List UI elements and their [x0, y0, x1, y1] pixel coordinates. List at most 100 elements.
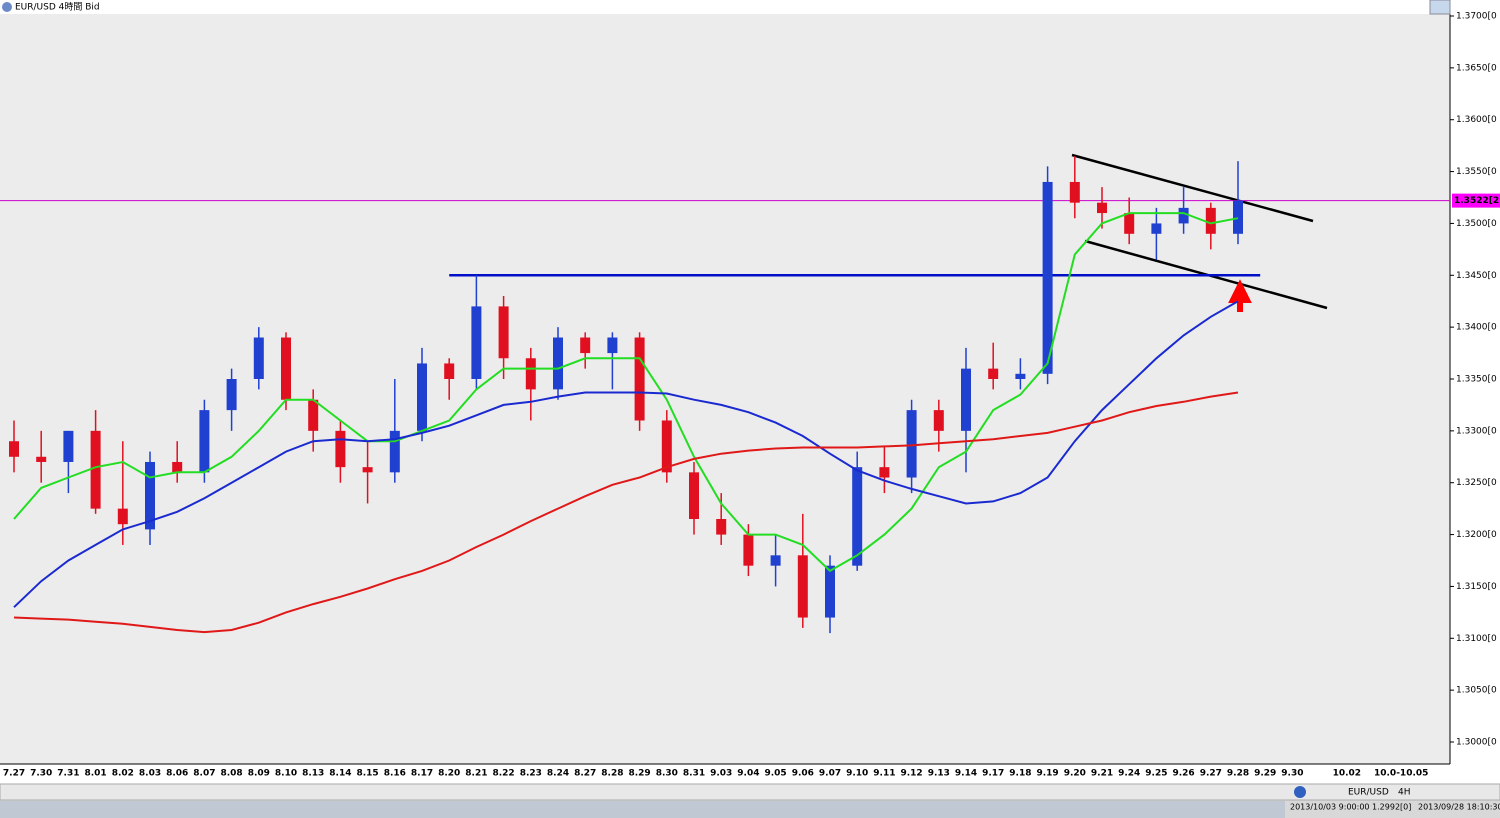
symbol-icon[interactable]	[1294, 786, 1306, 798]
candle-body	[1151, 223, 1162, 234]
current-price-box	[1452, 193, 1500, 208]
candle-body	[933, 410, 944, 431]
candle-body	[90, 430, 101, 509]
y-tick-label: 1.3650[0	[1456, 63, 1497, 73]
candle-body	[335, 430, 346, 468]
chart-title: EUR/USD 4時間 Bid	[15, 2, 100, 13]
current-price-label: 1.3522[2	[1454, 196, 1499, 206]
x-tick-label: 8.24	[547, 769, 569, 779]
x-tick-label: 7.31	[57, 769, 79, 779]
candle-body	[580, 337, 591, 354]
candle-body	[498, 306, 509, 359]
candle-body	[172, 461, 183, 473]
x-tick-label: 9.27	[1200, 769, 1222, 779]
candle-body	[1178, 207, 1189, 224]
y-tick-label: 1.3250[0	[1456, 478, 1497, 488]
x-tick-label: 9.11	[873, 769, 895, 779]
candle-body	[607, 337, 618, 354]
y-tick-label: 1.3300[0	[1456, 426, 1497, 436]
x-tick-label: 9.10	[846, 769, 868, 779]
candle-body	[879, 467, 890, 478]
x-tick-label: 8.14	[329, 769, 351, 779]
status-time: 2013/09/28 18:10:30	[1418, 803, 1500, 812]
y-tick-label: 1.3050[0	[1456, 686, 1497, 696]
y-tick-label: 1.3400[0	[1456, 323, 1497, 333]
candle-body	[417, 363, 427, 431]
candle-body	[471, 306, 482, 379]
candle-body	[36, 456, 47, 462]
x-tick-label: 8.29	[628, 769, 650, 779]
candle-body	[906, 410, 917, 478]
x-tick-label: 10.02	[1333, 769, 1361, 779]
moving-average-line	[13, 212, 1239, 573]
candle-body	[743, 534, 754, 566]
taskbar	[0, 801, 1285, 818]
x-tick-label: 9.24	[1118, 769, 1140, 779]
x-tick-label: 8.21	[465, 769, 487, 779]
candle-body	[661, 420, 672, 473]
x-tick-label: 9.28	[1227, 769, 1249, 779]
candle-body	[716, 519, 727, 535]
candle-body	[1097, 202, 1107, 214]
x-tick-label: 9.12	[900, 769, 922, 779]
status-timeframe[interactable]: 4H	[1398, 788, 1411, 798]
plot-area	[0, 14, 1450, 764]
candle-body	[1205, 207, 1216, 234]
x-tick-label: 8.08	[220, 769, 242, 779]
candle-body	[9, 441, 19, 457]
candle-body	[825, 565, 835, 618]
candle-body	[63, 430, 74, 462]
y-tick-label: 1.3350[0	[1456, 375, 1497, 385]
x-tick-label: 9.18	[1009, 769, 1031, 779]
x-tick-label: 9.20	[1064, 769, 1086, 779]
y-tick-label: 1.3600[0	[1456, 115, 1497, 125]
x-tick-label: 9.19	[1036, 769, 1058, 779]
candle-body	[852, 467, 863, 566]
candle-body	[281, 337, 291, 400]
candle-body	[253, 337, 264, 379]
scrollbar[interactable]	[0, 783, 1500, 801]
candle-body	[117, 508, 128, 525]
x-tick-label: 8.02	[112, 769, 134, 779]
y-tick-label: 1.3000[0	[1456, 738, 1497, 748]
window-icon	[2, 2, 12, 12]
x-tick-label: 8.03	[139, 769, 161, 779]
x-tick-label: 8.27	[574, 769, 596, 779]
candle-body	[226, 379, 237, 411]
x-tick-label: 8.30	[656, 769, 678, 779]
candle-body	[634, 337, 645, 421]
x-tick-label: 8.31	[683, 769, 705, 779]
x-tick-label: 8.09	[248, 769, 270, 779]
candle-body	[145, 461, 155, 530]
candle-body	[444, 363, 455, 379]
candle-body	[988, 368, 999, 379]
x-tick-label: 9.05	[764, 769, 786, 779]
x-tick-label: 9.07	[819, 769, 841, 779]
x-tick-label: 7.30	[30, 769, 52, 779]
x-tick-label: 8.22	[492, 769, 514, 779]
x-tick-label: 8.20	[438, 769, 460, 779]
x-tick-label: 9.14	[955, 769, 977, 779]
candle-body	[1042, 181, 1053, 374]
status-cursor: 2013/10/03 9:00:00 1.2992[0]	[1290, 803, 1411, 812]
x-tick-label: 8.16	[384, 769, 406, 779]
candle-body	[1015, 373, 1026, 379]
candle-body	[961, 368, 971, 431]
candle-body	[797, 555, 808, 618]
y-tick-label: 1.3200[0	[1456, 530, 1497, 540]
x-tick-label: 9.25	[1145, 769, 1167, 779]
x-tick-label: 9.30	[1281, 769, 1303, 779]
candle-body	[1124, 213, 1135, 234]
candle-body	[1069, 181, 1080, 203]
status-symbol[interactable]: EUR/USD	[1348, 788, 1389, 798]
candle-body	[308, 399, 319, 431]
candle-body	[389, 430, 400, 473]
candle-body	[362, 467, 373, 473]
candle-body	[1233, 200, 1243, 234]
x-tick-label: 9.21	[1091, 769, 1113, 779]
candle-body	[689, 472, 699, 520]
scroll-button[interactable]	[1429, 0, 1451, 15]
x-tick-label: 8.06	[166, 769, 188, 779]
x-tick-label: 8.17	[411, 769, 433, 779]
